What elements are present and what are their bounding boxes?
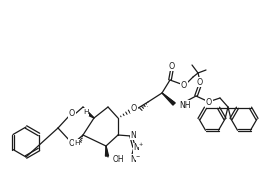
Text: −: − — [136, 154, 140, 159]
Text: O: O — [206, 98, 212, 107]
Text: O: O — [69, 109, 75, 118]
Text: NH: NH — [179, 100, 191, 109]
Text: O: O — [197, 78, 203, 87]
Text: OH: OH — [113, 156, 125, 165]
Polygon shape — [105, 146, 109, 156]
Text: N: N — [130, 154, 136, 163]
Text: N: N — [130, 130, 136, 140]
Text: ····: ···· — [142, 105, 148, 109]
Polygon shape — [162, 93, 175, 105]
Polygon shape — [86, 112, 94, 118]
Text: O: O — [69, 138, 75, 147]
Text: H: H — [83, 109, 89, 115]
Text: O: O — [131, 103, 137, 112]
Text: N: N — [133, 143, 139, 152]
Text: O: O — [169, 62, 175, 71]
Text: +: + — [139, 141, 143, 147]
Text: O: O — [181, 80, 187, 89]
Text: H: H — [74, 140, 80, 146]
